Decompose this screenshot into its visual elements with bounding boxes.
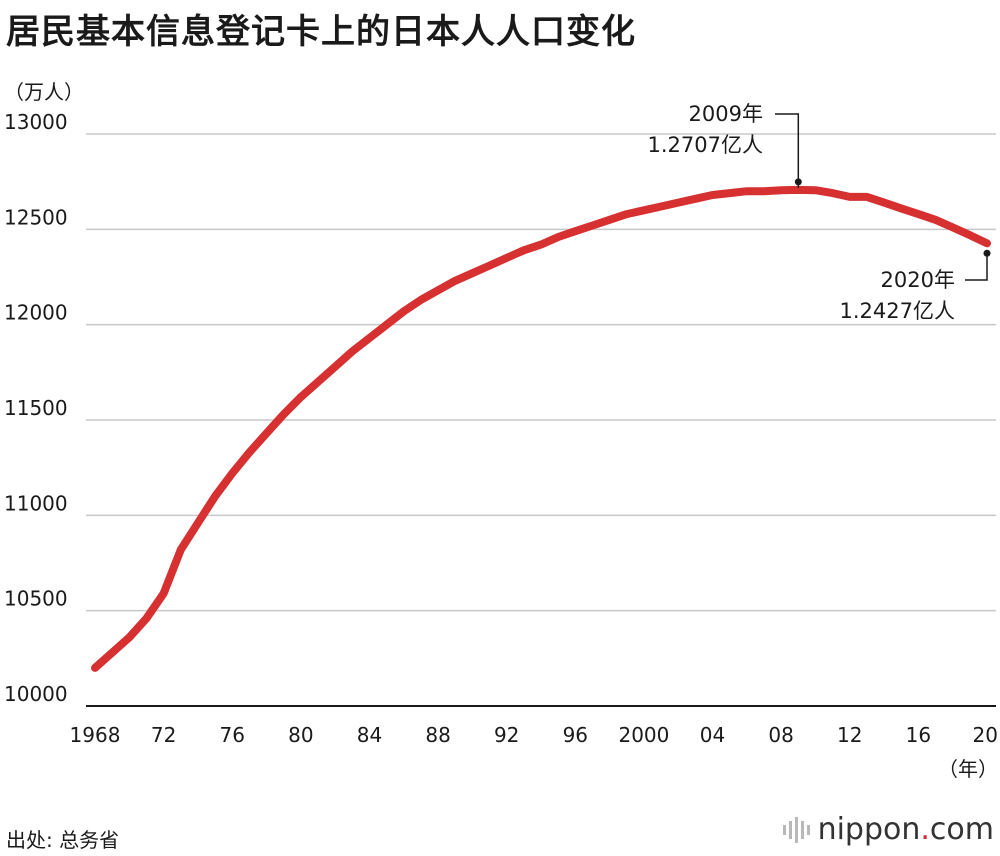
x-axis-unit: （年） bbox=[938, 757, 998, 781]
y-axis-unit: （万人） bbox=[4, 80, 84, 104]
x-tick-label: 72 bbox=[151, 723, 176, 747]
x-tick-label: 08 bbox=[768, 723, 793, 747]
y-tick-label: 11000 bbox=[4, 491, 68, 515]
annotation-dot-2009 bbox=[794, 178, 802, 186]
line-chart: 10000 10500 11000 11500 12000 12500 13000 1968 7… bbox=[4, 102, 998, 781]
x-tick-label: 76 bbox=[220, 723, 245, 747]
annotation-dot-2020 bbox=[983, 249, 991, 257]
annotation-2020-year: 2020年 bbox=[881, 268, 955, 292]
x-tick-label: 96 bbox=[563, 723, 588, 747]
annotation-2020-value: 1.2427亿人 bbox=[840, 299, 955, 323]
annotation-2009-value: 1.2707亿人 bbox=[648, 133, 763, 157]
source-note: 出处: 总务省 bbox=[6, 828, 120, 852]
series-line bbox=[91, 185, 991, 672]
x-tick-label: 88 bbox=[425, 723, 450, 747]
logo-bars-icon bbox=[782, 816, 810, 843]
logo-suffix: com bbox=[929, 812, 994, 847]
logo-dot: . bbox=[920, 812, 930, 847]
x-tick-label: 12 bbox=[837, 723, 862, 747]
x-tick-label: 20 bbox=[973, 723, 998, 747]
x-tick-label: 04 bbox=[700, 723, 725, 747]
x-tick-label: 92 bbox=[494, 723, 519, 747]
annotation-2009-year: 2009年 bbox=[689, 102, 763, 126]
nippon-logo: nippon. com bbox=[782, 812, 994, 847]
chart-title: 居民基本信息登记卡上的日本人人口变化 bbox=[6, 12, 636, 52]
y-tick-label: 10500 bbox=[4, 587, 68, 611]
annotation-leader-2020 bbox=[965, 253, 988, 281]
x-tick-label: 16 bbox=[906, 723, 931, 747]
x-tick-label: 84 bbox=[357, 723, 382, 747]
x-tick-label: 1968 bbox=[70, 723, 121, 747]
x-tick-label: 2000 bbox=[618, 723, 669, 747]
x-tick-label: 80 bbox=[288, 723, 313, 747]
y-tick-label: 12000 bbox=[4, 301, 68, 325]
y-tick-label: 12500 bbox=[4, 205, 68, 229]
y-tick-label: 13000 bbox=[4, 110, 68, 134]
annotation-leader-2009 bbox=[775, 113, 800, 188]
y-tick-label: 11500 bbox=[4, 396, 68, 420]
y-tick-label: 10000 bbox=[4, 682, 68, 706]
logo-name: nippon bbox=[817, 812, 921, 847]
